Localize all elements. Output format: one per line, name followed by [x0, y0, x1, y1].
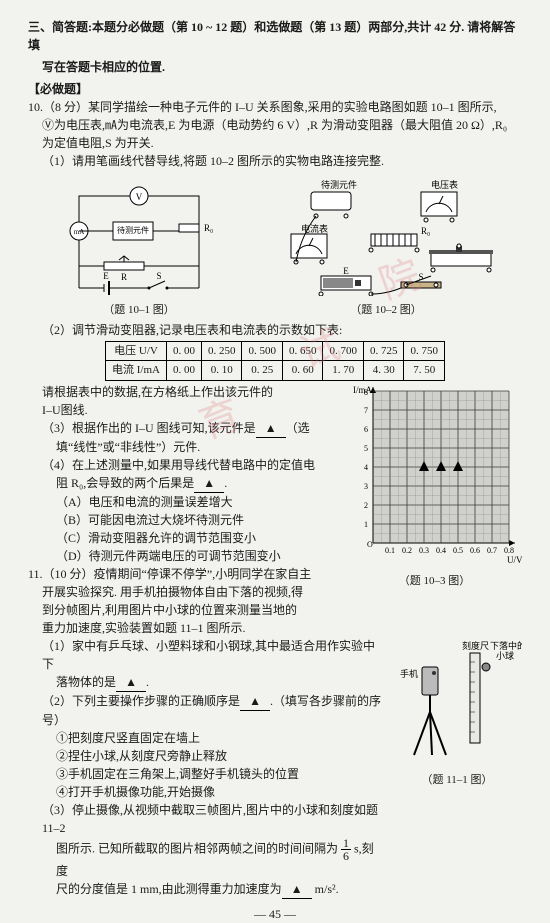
q11-l2: 开展实验探究. 用手机拍摄物体自由下落的视频,得 [28, 583, 339, 601]
page-number: — 45 — [28, 905, 522, 923]
label-e2: E [343, 266, 349, 276]
q11-p2: （2）下列主要操作步骤的正确顺序是▲.（填写各步骤前的序号） [28, 692, 384, 729]
svg-text:7: 7 [364, 406, 368, 415]
label-s2: S [418, 272, 423, 282]
q10-p4b: 阻 R₀,会导致的两个后果是▲. [28, 474, 339, 493]
label-s: S [156, 271, 161, 281]
label-sj: 手机 [400, 668, 418, 679]
svg-text:0.8: 0.8 [504, 546, 514, 555]
label-dlb: 电流表 [301, 223, 328, 234]
q11-s3: ③手机固定在三角架上,调整好手机镜头的位置 [28, 765, 384, 783]
circuit-physical: 待测元件 电压表 电流表 R₀ E [271, 176, 501, 296]
svg-text:0.4: 0.4 [436, 546, 446, 555]
q10-line3: 为定值电阻,S 为开关. [28, 134, 522, 152]
circuit-schematic: V mA 待测元件 R₀ R E S [49, 176, 229, 296]
q11-p3b: 图所示. 已知所截取的图片相邻两帧之间的时间间隔为 1 6 s,刻度 [28, 837, 384, 880]
svg-text:0.2: 0.2 [402, 546, 412, 555]
q10-optB: （B）可能因电流过大烧坏待测元件 [28, 511, 339, 529]
q11-bottom: （1）家中有乒乓球、小塑料球和小钢球,其中最适合用作实验中下 落物体的是▲. （… [28, 637, 522, 899]
q10-optA: （A）电压和电流的测量误差增大 [28, 493, 339, 511]
q10-p3: （3）根据作出的 I–U 图线可知,该元件是▲（选 [28, 419, 339, 438]
svg-text:V: V [136, 192, 143, 202]
q11-l4: 重力加速度,实验装置如题 11–1 图所示. [28, 619, 339, 637]
q10-line2: Ⓥ为电压表,㎃为电流表,E 为电源（电动势约 6 V）,R 为滑动变阻器（最大阻… [28, 116, 522, 134]
label-dcy: 待测元件 [117, 225, 149, 235]
fig-11-1-wrap: 手机 刻度尺 下落中的 小球 （题 11–1 图） [392, 637, 522, 899]
svg-text:0.5: 0.5 [453, 546, 463, 555]
xlabel: U/V [507, 555, 522, 565]
chart-10-3-wrap: O 12345678 0.10.20.30.40.50.60.70.8 I/mA… [347, 383, 522, 637]
svg-text:0.3: 0.3 [419, 546, 429, 555]
q10-p2: （2）调节滑动变阻器,记录电压表和电流表的示数如下表: [28, 321, 522, 339]
cap-11-1: （题 11–1 图） [392, 772, 522, 789]
q11-s2: ②捏住小球,从刻度尺旁静止释放 [28, 747, 384, 765]
q10-optD: （D）待测元件两端电压的可调节范围变小 [28, 547, 339, 565]
svg-text:1: 1 [364, 520, 368, 529]
q11-p1b: 落物体的是▲. [28, 673, 384, 692]
q11-s1: ①把刻度尺竖直固定在墙上 [28, 729, 384, 747]
q10-figures: V mA 待测元件 R₀ R E S [28, 176, 522, 296]
q10-after-table1: 请根据表中的数据,在方格纸上作出该元件的 [28, 383, 339, 401]
label-r0: R₀ [204, 223, 213, 233]
label-r0b: R₀ [421, 226, 430, 236]
svg-text:3: 3 [364, 482, 368, 491]
label-r: R [121, 272, 127, 282]
q10: 10.（8 分）某同学描绘一种电子元件的 I–U 关系图象,采用的实验电路图如题… [28, 98, 522, 899]
blank: ▲ [240, 692, 270, 711]
q11-p3c: 尺的分度值是 1 mm,由此测得重力加速度为▲ m/s². [28, 880, 384, 899]
cap-10-2: （题 10–2 图） [271, 302, 501, 319]
label-dyb: 电压表 [431, 179, 458, 190]
svg-text:0.1: 0.1 [385, 546, 395, 555]
label-kdc: 刻度尺 [462, 640, 489, 651]
cap-10-1: （题 10–1 图） [49, 302, 229, 319]
fig-11-1: 手机 刻度尺 下落中的 小球 [392, 637, 522, 767]
label-dcy2: 待测元件 [321, 179, 357, 190]
section-header: 三、简答题:本题分必做题（第 10 ~ 12 题）和选做题（第 13 题）两部分… [28, 18, 522, 76]
header-line2: 写在答题卡相应的位置. [28, 58, 522, 76]
label-xlq-2: 小球 [496, 650, 514, 661]
svg-text:O: O [367, 540, 373, 549]
blank: ▲ [194, 474, 224, 493]
blank: ▲ [256, 419, 286, 438]
svg-text:4: 4 [364, 463, 368, 472]
q10-p1: （1）请用笔画线代替导线,将题 10–2 图所示的实物电路连接完整. [28, 152, 522, 170]
svg-text:6: 6 [364, 425, 368, 434]
q10-p3c: 填“线性”或“非线性”）元件. [28, 438, 339, 456]
svg-text:2: 2 [364, 501, 368, 510]
svg-text:0.6: 0.6 [470, 546, 480, 555]
svg-text:0.7: 0.7 [487, 546, 497, 555]
table-row: 电流 I/mA 0. 00 0. 10 0. 25 0. 60 1. 70 4.… [106, 361, 445, 381]
q11-head: 11.（10 分）疫情期间“停课不停学”,小明同学在家自主 [28, 565, 339, 583]
ylabel: I/mA [353, 385, 372, 395]
q11-l3: 到分帧图片,利用图片中小球的位置来测量当地的 [28, 601, 339, 619]
cap-10-3: （题 10–3 图） [347, 573, 522, 590]
label-e: E [103, 271, 109, 281]
q11-p3a: （3）停止摄像,从视频中截取三帧图片,图片中的小球和刻度如题 11–2 [28, 801, 384, 837]
q10-p4a: （4）在上述测量中,如果用导线代替电路中的定值电 [28, 456, 339, 474]
svg-text:5: 5 [364, 444, 368, 453]
header-line1: 三、简答题:本题分必做题（第 10 ~ 12 题）和选做题（第 13 题）两部分… [28, 18, 522, 54]
q10-head: 10.（8 分）某同学描绘一种电子元件的 I–U 关系图象,采用的实验电路图如题… [28, 98, 522, 116]
svg-text:mA: mA [74, 228, 85, 236]
q10-after-table2: I–U图线. [28, 401, 339, 419]
q10-captions: （题 10–1 图） （题 10–2 图） [28, 302, 522, 319]
blank: ▲ [282, 880, 312, 899]
q10-table: 电压 U/V 0. 00 0. 250 0. 500 0. 650 0. 700… [105, 341, 445, 381]
q10-bottom: 请根据表中的数据,在方格纸上作出该元件的 I–U图线. （3）根据作出的 I–U… [28, 383, 522, 637]
blank: ▲ [116, 673, 146, 692]
table-row: 电压 U/V 0. 00 0. 250 0. 500 0. 650 0. 700… [106, 341, 445, 361]
bidu-label: 【必做题】 [28, 80, 522, 98]
q11-s4: ④打开手机摄像功能,开始摄像 [28, 783, 384, 801]
q11-p1a: （1）家中有乒乓球、小塑料球和小钢球,其中最适合用作实验中下 [28, 637, 384, 673]
chart-10-3: O 12345678 0.10.20.30.40.50.60.70.8 I/mA… [347, 383, 522, 568]
q10-optC: （C）滑动变阻器允许的调节范围变小 [28, 529, 339, 547]
label-xlq-1: 下落中的 [490, 640, 522, 651]
